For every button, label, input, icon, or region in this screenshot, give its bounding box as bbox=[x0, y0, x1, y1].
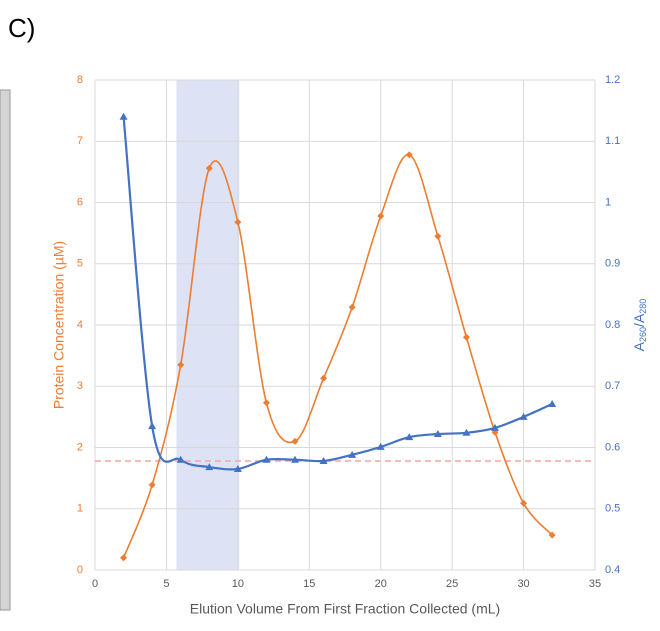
x-tick-label: 20 bbox=[375, 578, 387, 590]
y-tick-label: 7 bbox=[77, 135, 83, 147]
marker bbox=[434, 232, 442, 240]
y2-tick-label: 1.2 bbox=[605, 74, 620, 86]
x-tick-label: 5 bbox=[163, 578, 169, 590]
y2-tick-label: 0.8 bbox=[605, 319, 620, 331]
x-axis-label: Elution Volume From First Fraction Colle… bbox=[190, 601, 500, 617]
marker bbox=[405, 433, 414, 441]
marker bbox=[234, 218, 242, 226]
y2-axis-label: A260/A280 bbox=[631, 299, 649, 352]
y2-label-part: 280 bbox=[638, 299, 648, 314]
x-tick-label: 25 bbox=[446, 578, 458, 590]
x-tick-label: 0 bbox=[92, 578, 98, 590]
marker bbox=[520, 499, 528, 507]
marker bbox=[548, 531, 556, 539]
panel-label: C) bbox=[8, 13, 35, 43]
marker bbox=[176, 455, 185, 463]
marker bbox=[148, 481, 156, 489]
marker bbox=[348, 450, 357, 458]
marker bbox=[319, 456, 328, 464]
marker bbox=[519, 412, 528, 420]
y2-tick-label: 0.9 bbox=[605, 258, 620, 270]
y2-tick-label: 1.1 bbox=[605, 135, 620, 147]
y-tick-label: 3 bbox=[77, 380, 83, 392]
marker bbox=[377, 212, 385, 220]
marker bbox=[291, 437, 299, 445]
marker bbox=[233, 464, 242, 472]
marker bbox=[462, 333, 470, 341]
marker bbox=[119, 112, 128, 120]
x-tick-label: 35 bbox=[589, 578, 601, 590]
adjacent-panel bbox=[0, 89, 11, 611]
y-tick-label: 6 bbox=[77, 196, 83, 208]
marker bbox=[491, 423, 499, 431]
y2-label-part: A bbox=[631, 341, 647, 351]
marker bbox=[433, 430, 442, 438]
marker bbox=[320, 374, 328, 382]
marker bbox=[148, 422, 157, 430]
y2-tick-label: 0.5 bbox=[605, 503, 620, 515]
y2-tick-label: 1 bbox=[605, 196, 611, 208]
y2-tick-label: 0.6 bbox=[605, 441, 620, 453]
y2-label-part: /A bbox=[631, 313, 647, 327]
marker bbox=[348, 303, 356, 311]
marker bbox=[405, 151, 413, 159]
marker bbox=[205, 463, 214, 471]
y2-tick-label: 0.7 bbox=[605, 380, 620, 392]
marker bbox=[262, 455, 271, 463]
y2-label-part: 260 bbox=[638, 327, 648, 342]
marker bbox=[177, 361, 185, 369]
y-tick-label: 0 bbox=[77, 564, 83, 576]
marker bbox=[262, 399, 270, 407]
x-tick-label: 10 bbox=[232, 578, 244, 590]
marker bbox=[462, 428, 471, 436]
y-tick-label: 5 bbox=[77, 258, 83, 270]
x-tick-label: 30 bbox=[517, 578, 529, 590]
marker bbox=[548, 400, 557, 408]
x-tick-label: 15 bbox=[303, 578, 315, 590]
marker bbox=[291, 455, 299, 463]
y2-tick-label: 0.4 bbox=[605, 564, 620, 576]
y-tick-label: 8 bbox=[77, 74, 83, 86]
y-tick-label: 1 bbox=[77, 503, 83, 515]
y-tick-label: 2 bbox=[77, 441, 83, 453]
marker bbox=[376, 442, 385, 450]
marker bbox=[205, 164, 213, 172]
y-tick-label: 4 bbox=[77, 319, 83, 331]
marker bbox=[120, 554, 128, 562]
y-axis-label: Protein Concentration (µM) bbox=[51, 241, 67, 409]
